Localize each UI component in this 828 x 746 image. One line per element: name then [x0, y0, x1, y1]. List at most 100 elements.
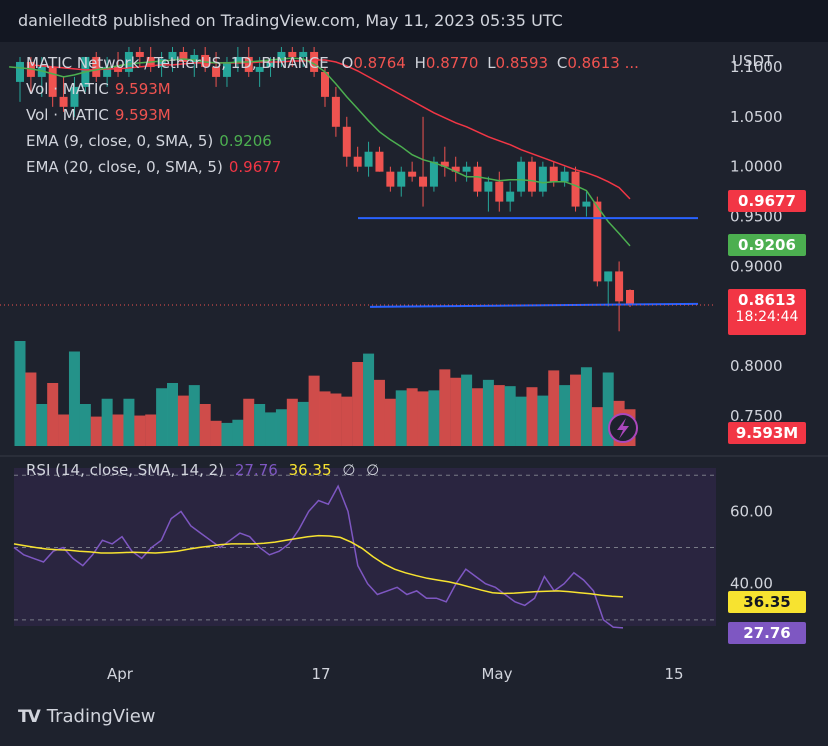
ema9-legend-value: 0.9206	[219, 132, 272, 150]
volume-bar	[472, 388, 483, 446]
candle-body	[506, 191, 515, 202]
rsi-line	[13, 484, 624, 629]
candle-body	[212, 66, 221, 77]
volume-bar	[504, 386, 516, 446]
tradingview-logo-icon: TV	[18, 706, 41, 727]
high-label: H	[414, 54, 426, 72]
candle-body	[549, 166, 558, 182]
volume-bar	[90, 416, 102, 446]
candle-body	[538, 166, 547, 192]
volume-bar	[526, 387, 538, 446]
volume-bar	[319, 391, 331, 446]
rsi-legend-label: RSI (14, close, SMA, 14, 2)	[26, 461, 225, 479]
low-label: L	[487, 54, 496, 72]
candle-body	[593, 201, 602, 282]
volume-bar	[308, 375, 320, 446]
countdown-timer: 18:24:44	[735, 309, 799, 325]
open-label: O	[341, 54, 354, 72]
ema20-legend: EMA (20, close, 0, SMA, 5) 0.9677	[26, 158, 281, 176]
candle-body	[342, 126, 351, 157]
ema9-legend: EMA (9, close, 0, SMA, 5) 0.9206	[26, 132, 272, 150]
volume-legend-value: 9.593M	[114, 80, 171, 98]
volume-bar	[221, 422, 233, 446]
price-tick-label: 1.1000	[730, 58, 783, 76]
candle-body	[103, 66, 112, 77]
candle-body	[473, 166, 482, 192]
candle-body	[582, 201, 591, 207]
volume-bar	[177, 395, 189, 446]
candle-body	[277, 51, 286, 62]
candle-body	[429, 161, 438, 187]
volume-bar	[199, 404, 211, 446]
rsi-na-2: ∅	[366, 461, 380, 479]
ema20-legend-label: EMA (20, close, 0, SMA, 5)	[26, 158, 223, 176]
price-tick-label: 1.0500	[730, 108, 783, 126]
candle-body	[386, 171, 395, 187]
volume-legend-2: Vol · MATIC 9.593M	[26, 106, 171, 124]
time-tick-label: 17	[311, 665, 330, 683]
ema9-line	[9, 57, 631, 247]
candle-body	[48, 66, 57, 97]
volume-bar	[47, 383, 59, 446]
candle-body	[179, 51, 188, 62]
volume-bar	[341, 396, 353, 446]
ema9-legend-label: EMA (9, close, 0, SMA, 5)	[26, 132, 214, 150]
high-value: 0.8770	[425, 54, 479, 72]
volume-bar	[145, 414, 157, 446]
volume-bar	[297, 401, 309, 446]
volume-legend-1: Vol · MATIC 9.593M	[26, 80, 171, 98]
candle-body	[451, 166, 460, 172]
open-value: 0.8764	[353, 54, 406, 72]
volume-bar	[428, 390, 440, 446]
candle-body	[222, 61, 231, 77]
volume-bar	[352, 362, 364, 446]
volume-bar	[363, 353, 375, 446]
currency-label: USDT	[732, 52, 774, 70]
candle-body	[615, 271, 624, 302]
volume-bar	[25, 372, 37, 446]
close-price-value: 0.8613	[738, 291, 796, 309]
low-value: 0.8593	[495, 54, 549, 72]
volume-bar	[265, 412, 277, 446]
volume-bar	[68, 351, 80, 446]
rsi-legend-value: 27.76	[234, 461, 278, 479]
ema20-line	[30, 59, 631, 200]
candle-body	[299, 51, 308, 57]
candle-body	[571, 171, 580, 207]
volume-bar	[450, 377, 462, 446]
volume-bar	[210, 420, 222, 446]
volume-bar	[493, 385, 505, 446]
volume-bar	[254, 404, 266, 446]
candle-body	[560, 171, 569, 182]
volume-bar	[482, 379, 494, 446]
volume-bar	[36, 404, 48, 446]
candle-body	[190, 54, 199, 62]
candle-body	[244, 56, 253, 72]
volume-bar	[14, 341, 26, 446]
volume-bar	[537, 395, 549, 446]
candle-body	[408, 171, 417, 177]
volume-bar	[395, 390, 407, 446]
volume-bar	[602, 372, 614, 446]
volume-bar	[232, 419, 244, 446]
volume-bar	[156, 388, 168, 446]
ema20-legend-value: 0.9677	[228, 158, 282, 176]
rsi-tick-label: 40.00	[730, 575, 773, 593]
close-label: C	[556, 54, 568, 72]
volume-bar	[286, 398, 298, 446]
time-tick-label: 15	[664, 665, 683, 683]
footer-brand[interactable]: TV TradingView	[18, 706, 156, 727]
volume-bar	[515, 396, 527, 446]
volume-bar	[188, 385, 200, 446]
brand-name: TradingView	[46, 706, 156, 727]
candle-body	[255, 66, 264, 72]
publish-header: danielledt8 published on TradingView.com…	[0, 0, 828, 42]
volume-bar	[275, 409, 287, 446]
rsi-legend: RSI (14, close, SMA, 14, 2) 27.76 36.35 …	[26, 461, 379, 479]
volume-bar	[373, 379, 385, 446]
volume-legend-label: Vol · MATIC	[26, 106, 109, 124]
volume-bar	[112, 414, 124, 446]
rsi-value-label: 27.76	[728, 622, 806, 644]
candle-body	[157, 58, 166, 67]
